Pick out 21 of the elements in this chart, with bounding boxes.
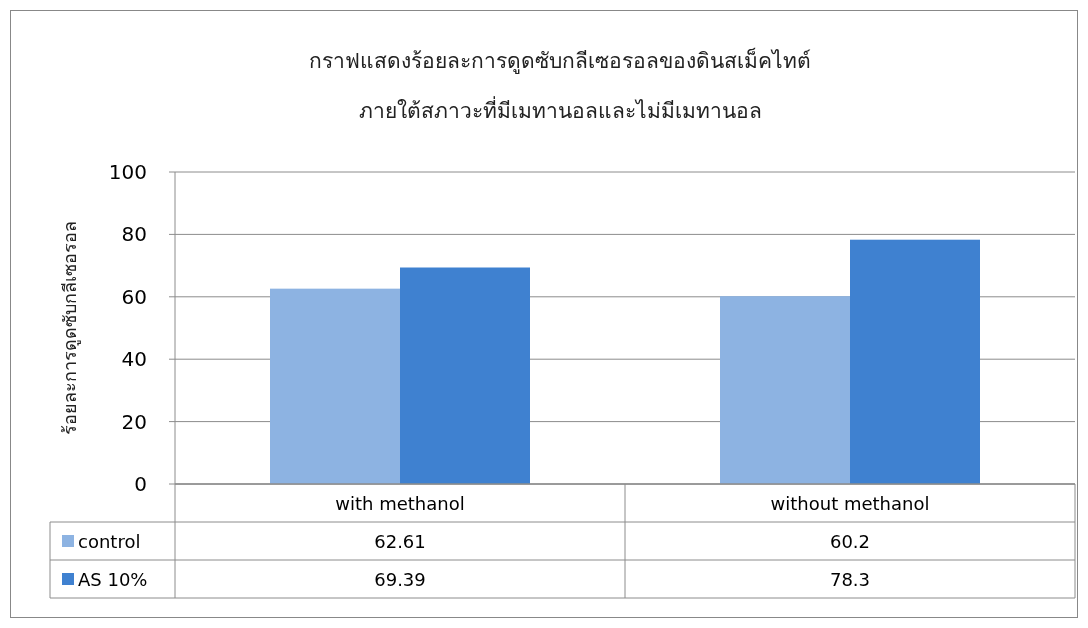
y-tick-label: 100 (108, 160, 147, 184)
data-label: 62.61 (374, 531, 426, 552)
y-tick-label: 80 (121, 222, 147, 247)
y-axis-title: ร้อยละการดูดซับกลีเซอรอล (59, 221, 81, 435)
bar (270, 288, 400, 484)
y-tick-label: 0 (134, 472, 147, 496)
chart-subtitle: ภายใต้สภาวะที่มีเมทานอลและไม่มีเมทานอล (358, 96, 762, 123)
y-tick-label: 40 (121, 347, 147, 372)
legend-label: control (78, 531, 141, 552)
bar (850, 239, 980, 484)
legend-label: AS 10% (78, 569, 148, 590)
bar (400, 267, 530, 484)
chart-title: กราฟแสดงร้อยละการดูดซับกลีเซอรอลของดินสเม็คไทต์ (309, 47, 811, 74)
y-tick-label: 60 (121, 284, 147, 309)
x-tick-label: without methanol (770, 493, 930, 514)
data-label: 78.3 (829, 569, 871, 590)
x-tick-label: with methanol (335, 493, 465, 514)
data-label: 69.39 (374, 569, 426, 590)
data-label: 60.2 (829, 531, 871, 552)
y-tick-label: 20 (121, 409, 147, 434)
bar (720, 296, 850, 484)
